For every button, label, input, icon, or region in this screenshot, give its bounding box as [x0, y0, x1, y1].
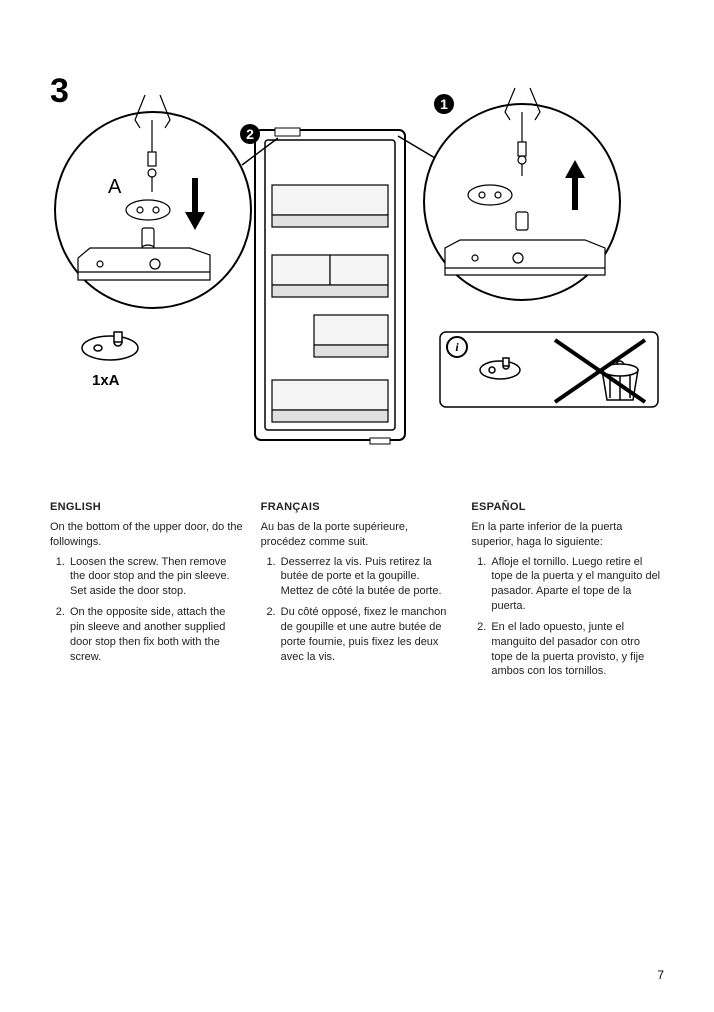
- diagram-svg: [50, 80, 664, 480]
- list-item: Loosen the screw. Then remove the door s…: [68, 555, 243, 600]
- list-item: On the opposite side, attach the pin sle…: [68, 605, 243, 664]
- list-item: En el lado opuesto, junte el manguito de…: [489, 620, 664, 679]
- column-english: ENGLISH On the bottom of the upper door,…: [50, 500, 243, 685]
- list-item: Afloje el tornillo. Luego retire el tope…: [489, 555, 664, 614]
- list-english: Loosen the screw. Then remove the door s…: [50, 555, 243, 665]
- diagram-area: 1 2 A 1xA i: [50, 80, 664, 480]
- list-francais: Desserrez la vis. Puis retirez la butée …: [261, 555, 454, 665]
- page-number: 7: [657, 968, 664, 982]
- page: 3: [0, 0, 714, 1012]
- intro-espanol: En la parte inferior de la puerta superi…: [471, 520, 664, 550]
- intro-english: On the bottom of the upper door, do the …: [50, 520, 243, 550]
- heading-francais: FRANÇAIS: [261, 500, 454, 515]
- heading-english: ENGLISH: [50, 500, 243, 515]
- column-francais: FRANÇAIS Au bas de la porte supérieure, …: [261, 500, 454, 685]
- callout-badge-1: 1: [434, 94, 454, 114]
- callout-badge-2: 2: [240, 124, 260, 144]
- parts-quantity-label: 1xA: [92, 372, 120, 389]
- intro-francais: Au bas de la porte supérieure, procédez …: [261, 520, 454, 550]
- info-icon: i: [446, 336, 468, 358]
- list-espanol: Afloje el tornillo. Luego retire el tope…: [471, 555, 664, 680]
- column-espanol: ESPAÑOL En la parte inferior de la puert…: [471, 500, 664, 685]
- text-columns: ENGLISH On the bottom of the upper door,…: [50, 500, 664, 685]
- list-item: Desserrez la vis. Puis retirez la butée …: [279, 555, 454, 600]
- heading-espanol: ESPAÑOL: [471, 500, 664, 515]
- list-item: Du côté opposé, fixez le manchon de goup…: [279, 605, 454, 664]
- label-a: A: [108, 176, 121, 199]
